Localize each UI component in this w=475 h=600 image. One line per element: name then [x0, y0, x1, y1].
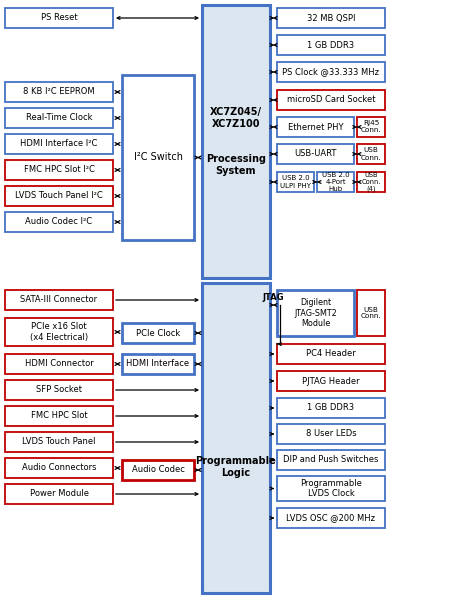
FancyBboxPatch shape — [5, 108, 113, 128]
Text: LVDS OSC @200 MHz: LVDS OSC @200 MHz — [286, 514, 376, 523]
Text: LVDS Touch Panel I²C: LVDS Touch Panel I²C — [15, 191, 103, 200]
Text: HDMI Connector: HDMI Connector — [25, 359, 94, 368]
Text: Audio Codec: Audio Codec — [132, 466, 184, 475]
FancyBboxPatch shape — [5, 380, 113, 400]
FancyBboxPatch shape — [277, 344, 385, 364]
FancyBboxPatch shape — [5, 186, 113, 206]
FancyBboxPatch shape — [277, 424, 385, 444]
FancyBboxPatch shape — [122, 460, 194, 480]
Text: 32 MB QSPI: 32 MB QSPI — [307, 13, 355, 22]
Text: 8 User LEDs: 8 User LEDs — [306, 430, 356, 439]
FancyBboxPatch shape — [277, 144, 354, 164]
FancyBboxPatch shape — [277, 90, 385, 110]
FancyBboxPatch shape — [277, 371, 385, 391]
Text: USB
Conn.: USB Conn. — [361, 307, 381, 319]
Text: JTAG: JTAG — [263, 293, 285, 302]
FancyBboxPatch shape — [122, 323, 194, 343]
FancyBboxPatch shape — [5, 290, 113, 310]
Text: HDMI Interface: HDMI Interface — [126, 359, 190, 368]
FancyBboxPatch shape — [277, 450, 385, 470]
FancyBboxPatch shape — [202, 5, 270, 278]
Text: SATA-III Connector: SATA-III Connector — [20, 295, 97, 304]
Text: microSD Card Socket: microSD Card Socket — [287, 95, 375, 104]
FancyBboxPatch shape — [122, 75, 194, 240]
FancyBboxPatch shape — [5, 484, 113, 504]
Text: XC7Z045/
XC7Z100


Processing
System: XC7Z045/ XC7Z100 Processing System — [206, 107, 266, 175]
FancyBboxPatch shape — [5, 354, 113, 374]
Text: HDMI Interface I²C: HDMI Interface I²C — [20, 139, 98, 148]
Text: Programmable
LVDS Clock: Programmable LVDS Clock — [300, 479, 362, 498]
Text: PJTAG Header: PJTAG Header — [302, 377, 360, 385]
Text: Programmable
Logic: Programmable Logic — [196, 398, 276, 478]
FancyBboxPatch shape — [5, 432, 113, 452]
FancyBboxPatch shape — [277, 8, 385, 28]
Text: USB
Conn.
(4): USB Conn. (4) — [361, 172, 380, 192]
Text: PCIe x16 Slot
(x4 Electrical): PCIe x16 Slot (x4 Electrical) — [30, 322, 88, 341]
Text: USB
Conn.: USB Conn. — [361, 148, 381, 160]
FancyBboxPatch shape — [357, 117, 385, 137]
Text: DIP and Push Switches: DIP and Push Switches — [283, 455, 379, 464]
FancyBboxPatch shape — [317, 172, 354, 192]
Text: USB-UART: USB-UART — [294, 149, 337, 158]
FancyBboxPatch shape — [5, 82, 113, 102]
Text: 1 GB DDR3: 1 GB DDR3 — [307, 40, 354, 49]
FancyBboxPatch shape — [122, 354, 194, 374]
FancyBboxPatch shape — [5, 458, 113, 478]
FancyBboxPatch shape — [357, 144, 385, 164]
Text: PS Clock @33.333 MHz: PS Clock @33.333 MHz — [283, 67, 380, 76]
FancyBboxPatch shape — [277, 117, 354, 137]
Text: PCIe Clock: PCIe Clock — [136, 329, 180, 337]
Text: Audio Connectors: Audio Connectors — [22, 463, 96, 473]
FancyBboxPatch shape — [277, 398, 385, 418]
FancyBboxPatch shape — [277, 62, 385, 82]
Text: 8 KB I²C EEPROM: 8 KB I²C EEPROM — [23, 88, 95, 97]
FancyBboxPatch shape — [5, 406, 113, 426]
Text: Real-Time Clock: Real-Time Clock — [26, 113, 92, 122]
FancyBboxPatch shape — [277, 476, 385, 501]
FancyBboxPatch shape — [5, 318, 113, 346]
Text: RJ45
Conn.: RJ45 Conn. — [361, 121, 381, 133]
FancyBboxPatch shape — [5, 212, 113, 232]
Text: Digilent
JTAG-SMT2
Module: Digilent JTAG-SMT2 Module — [294, 298, 337, 328]
FancyBboxPatch shape — [357, 290, 385, 336]
FancyBboxPatch shape — [277, 508, 385, 528]
Text: SFP Socket: SFP Socket — [36, 385, 82, 395]
Text: Power Module: Power Module — [29, 490, 88, 499]
Text: Audio Codec I²C: Audio Codec I²C — [26, 217, 93, 226]
Text: PC4 Header: PC4 Header — [306, 349, 356, 358]
Text: Ethernet PHY: Ethernet PHY — [288, 122, 343, 131]
FancyBboxPatch shape — [357, 172, 385, 192]
FancyBboxPatch shape — [277, 172, 314, 192]
Text: LVDS Touch Panel: LVDS Touch Panel — [22, 437, 96, 446]
FancyBboxPatch shape — [277, 290, 354, 336]
FancyBboxPatch shape — [277, 35, 385, 55]
FancyBboxPatch shape — [202, 283, 270, 593]
Text: I²C Switch: I²C Switch — [133, 152, 182, 163]
FancyBboxPatch shape — [5, 134, 113, 154]
Text: USB 2.0
ULPI PHY: USB 2.0 ULPI PHY — [280, 175, 311, 188]
FancyBboxPatch shape — [5, 160, 113, 180]
Text: USB 2.0
4-Port
Hub: USB 2.0 4-Port Hub — [322, 172, 349, 192]
FancyBboxPatch shape — [5, 8, 113, 28]
Text: 1 GB DDR3: 1 GB DDR3 — [307, 403, 354, 413]
Text: FMC HPC Slot I²C: FMC HPC Slot I²C — [24, 166, 95, 175]
Text: FMC HPC Slot: FMC HPC Slot — [31, 412, 87, 421]
Text: PS Reset: PS Reset — [41, 13, 77, 22]
